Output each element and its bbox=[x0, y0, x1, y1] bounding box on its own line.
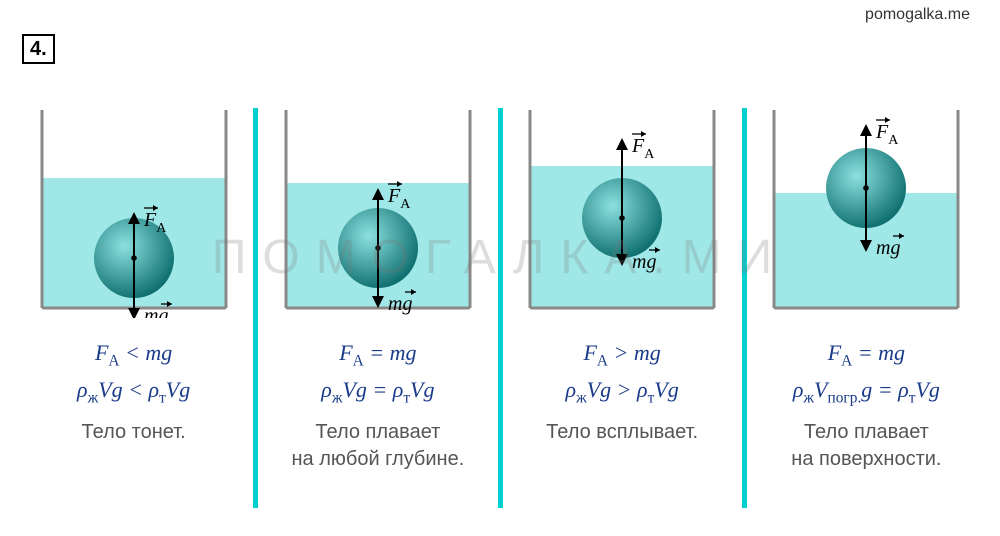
liquid-container: FA mg bbox=[766, 108, 966, 318]
description-line: Тело плавает bbox=[264, 419, 491, 446]
formula-line-1: FA = mg bbox=[753, 336, 980, 373]
liquid-container: FA mg bbox=[34, 108, 234, 318]
panel-surface: FA mg FA = mg ρжVпогр.g = ρтVg Тело плава… bbox=[747, 108, 986, 508]
description: Тело плаваетна поверхности. bbox=[753, 419, 980, 473]
description-line: Тело плавает bbox=[753, 419, 980, 446]
svg-text:FA: FA bbox=[631, 135, 655, 162]
formula-line-2: ρжVпогр.g = ρтVg bbox=[753, 373, 980, 410]
svg-text:mg: mg bbox=[144, 305, 168, 318]
formula-block: FA < mg ρжVg < ρтVg bbox=[20, 336, 247, 409]
svg-text:mg: mg bbox=[632, 251, 656, 273]
description-line: Тело тонет. bbox=[20, 419, 247, 446]
panels-row: FA mg FA < mg ρжVg < ρтVg Тело тонет. bbox=[14, 108, 986, 508]
watermark-top: pomogalka.me bbox=[865, 6, 970, 24]
formula-line-1: FA < mg bbox=[20, 336, 247, 373]
svg-text:FA: FA bbox=[875, 121, 899, 148]
description: Тело тонет. bbox=[20, 419, 247, 446]
description-line: на любой глубине. bbox=[264, 446, 491, 473]
formula-line-2: ρжVg = ρтVg bbox=[264, 373, 491, 410]
description: Тело плаваетна любой глубине. bbox=[264, 419, 491, 473]
description: Тело всплывает. bbox=[509, 419, 736, 446]
panel-rise: FA mg FA > mg ρжVg > ρтVg Тело всплывает. bbox=[503, 108, 742, 508]
description-line: Тело всплывает. bbox=[509, 419, 736, 446]
svg-text:mg: mg bbox=[876, 237, 900, 259]
problem-number-box: 4. bbox=[22, 34, 55, 64]
panel-neutral: FA mg FA = mg ρжVg = ρтVg Тело плаваетна … bbox=[258, 108, 497, 508]
panel-sink: FA mg FA < mg ρжVg < ρтVg Тело тонет. bbox=[14, 108, 253, 508]
formula-line-1: FA > mg bbox=[509, 336, 736, 373]
liquid-container: FA mg bbox=[278, 108, 478, 318]
formula-line-2: ρжVg > ρтVg bbox=[509, 373, 736, 410]
description-line: на поверхности. bbox=[753, 446, 980, 473]
formula-block: FA = mg ρжVпогр.g = ρтVg bbox=[753, 336, 980, 409]
formula-line-1: FA = mg bbox=[264, 336, 491, 373]
formula-block: FA > mg ρжVg > ρтVg bbox=[509, 336, 736, 409]
formula-line-2: ρжVg < ρтVg bbox=[20, 373, 247, 410]
svg-text:mg: mg bbox=[388, 293, 412, 315]
liquid-container: FA mg bbox=[522, 108, 722, 318]
formula-block: FA = mg ρжVg = ρтVg bbox=[264, 336, 491, 409]
